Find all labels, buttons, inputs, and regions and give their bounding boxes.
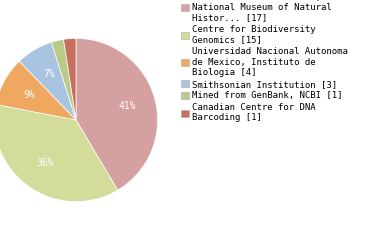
Wedge shape	[51, 39, 76, 120]
Legend: Smithsonian Institution,
National Museum of Natural
Histor... [17], Centre for B: Smithsonian Institution, National Museum…	[181, 0, 348, 122]
Wedge shape	[19, 42, 76, 120]
Wedge shape	[0, 61, 76, 120]
Text: 41%: 41%	[118, 101, 136, 111]
Wedge shape	[0, 104, 118, 202]
Wedge shape	[63, 38, 76, 120]
Text: 7%: 7%	[43, 69, 55, 79]
Text: 36%: 36%	[37, 158, 54, 168]
Wedge shape	[76, 38, 158, 190]
Text: 9%: 9%	[24, 90, 35, 100]
